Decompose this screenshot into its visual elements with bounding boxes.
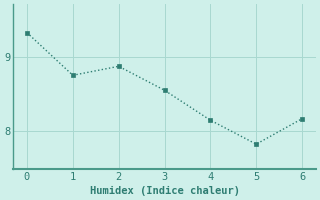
X-axis label: Humidex (Indice chaleur): Humidex (Indice chaleur) xyxy=(90,186,239,196)
